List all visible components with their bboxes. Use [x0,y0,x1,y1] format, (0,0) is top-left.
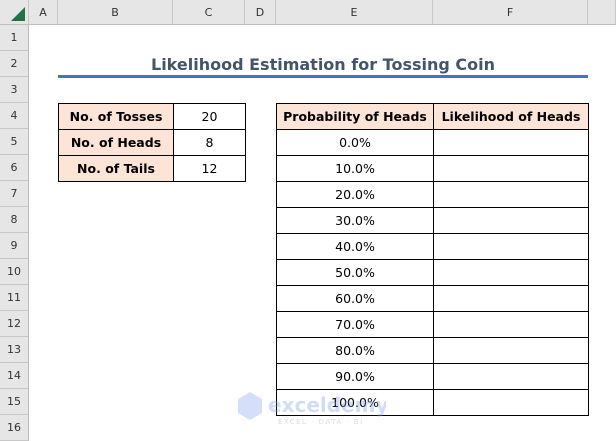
row-header-10[interactable]: 10 [0,259,29,285]
row-header-8[interactable]: 8 [0,207,29,233]
row-header-4[interactable]: 4 [0,103,29,129]
likelihood-cell[interactable] [433,155,589,182]
row-header-11[interactable]: 11 [0,285,29,311]
probability-cell[interactable]: 90.0% [276,363,434,390]
probability-cell[interactable]: 70.0% [276,311,434,338]
likelihood-cell[interactable] [433,389,589,416]
header-likelihood: Likelihood of Heads [433,103,589,130]
summary-label: No. of Tails [58,155,174,182]
column-header-F[interactable]: F [433,0,588,25]
column-header-D[interactable]: D [245,0,276,25]
likelihood-cell[interactable] [433,129,589,156]
column-header-G[interactable] [588,0,616,25]
probability-cell[interactable]: 20.0% [276,181,434,208]
likelihood-cell[interactable] [433,311,589,338]
probability-cell[interactable]: 10.0% [276,155,434,182]
probability-cell[interactable]: 60.0% [276,285,434,312]
select-all-button[interactable] [0,0,29,25]
row-header-2[interactable]: 2 [0,51,29,77]
summary-label: No. of Heads [58,129,174,156]
probability-cell[interactable]: 100.0% [276,389,434,416]
summary-label: No. of Tosses [58,103,174,130]
summary-value[interactable]: 20 [173,103,246,130]
probability-cell[interactable]: 80.0% [276,337,434,364]
likelihood-cell[interactable] [433,285,589,312]
select-all-icon [11,7,25,21]
row-header-15[interactable]: 15 [0,389,29,415]
sheet-title: Likelihood Estimation for Tossing Coin [151,54,495,74]
column-header-C[interactable]: C [173,0,245,25]
likelihood-cell[interactable] [433,259,589,286]
row-header-13[interactable]: 13 [0,337,29,363]
row-header-7[interactable]: 7 [0,181,29,207]
column-header-E[interactable]: E [276,0,433,25]
likelihood-cell[interactable] [433,181,589,208]
probability-cell[interactable]: 50.0% [276,259,434,286]
row-header-5[interactable]: 5 [0,129,29,155]
likelihood-cell[interactable] [433,337,589,364]
column-header-B[interactable]: B [58,0,173,25]
likelihood-cell[interactable] [433,363,589,390]
summary-value[interactable]: 8 [173,129,246,156]
likelihood-cell[interactable] [433,233,589,260]
summary-value[interactable]: 12 [173,155,246,182]
header-probability: Probability of Heads [276,103,434,130]
row-header-12[interactable]: 12 [0,311,29,337]
row-header-6[interactable]: 6 [0,155,29,181]
probability-cell[interactable]: 0.0% [276,129,434,156]
row-header-16[interactable]: 16 [0,415,29,441]
title-underline [58,75,588,78]
probability-cell[interactable]: 30.0% [276,207,434,234]
row-header-1[interactable]: 1 [0,25,29,51]
row-header-14[interactable]: 14 [0,363,29,389]
svg-text:EXCEL · DATA · BI: EXCEL · DATA · BI [278,418,364,426]
probability-cell[interactable]: 40.0% [276,233,434,260]
column-header-A[interactable]: A [29,0,58,25]
row-header-3[interactable]: 3 [0,77,29,103]
row-header-9[interactable]: 9 [0,233,29,259]
likelihood-cell[interactable] [433,207,589,234]
